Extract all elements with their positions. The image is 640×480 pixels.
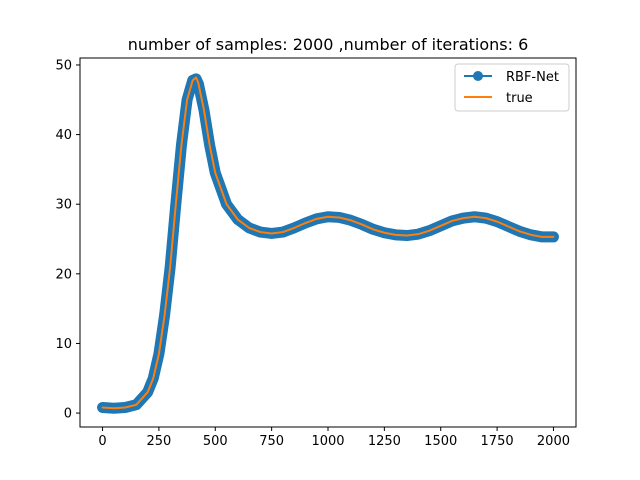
y-tick-label-20: 20 xyxy=(55,267,72,282)
y-tick-label-50: 50 xyxy=(55,58,72,73)
y-tick-label-30: 30 xyxy=(55,198,72,213)
x-tick-label-1750: 1750 xyxy=(481,434,514,449)
y-tick-label-0: 0 xyxy=(64,407,72,422)
x-tick-label-1500: 1500 xyxy=(424,434,457,449)
legend: RBF-Net true xyxy=(454,63,570,112)
chart-title: number of samples: 2000 ,number of itera… xyxy=(128,35,529,54)
x-tick-label-1000: 1000 xyxy=(311,434,344,449)
x-tick-label-2000: 2000 xyxy=(537,434,570,449)
legend-label-true: true xyxy=(506,91,533,106)
x-tick-label-250: 250 xyxy=(146,434,171,449)
x-tick-label-750: 750 xyxy=(259,434,284,449)
y-tick-label-40: 40 xyxy=(55,128,72,143)
series-line-true xyxy=(101,76,555,410)
legend-marker-rbf-net xyxy=(473,71,483,81)
plot-area xyxy=(97,73,559,414)
x-tick-label-500: 500 xyxy=(203,434,228,449)
x-tick-label-0: 0 xyxy=(98,434,106,449)
axes: 0 250 500 750 1000 1250 1500 1750 2000 0 10 20 30 40 5… xyxy=(55,57,577,449)
legend-label-rbf-net: RBF-Net xyxy=(506,70,559,85)
x-tick-label-1250: 1250 xyxy=(368,434,401,449)
y-tick-label-10: 10 xyxy=(55,337,72,352)
